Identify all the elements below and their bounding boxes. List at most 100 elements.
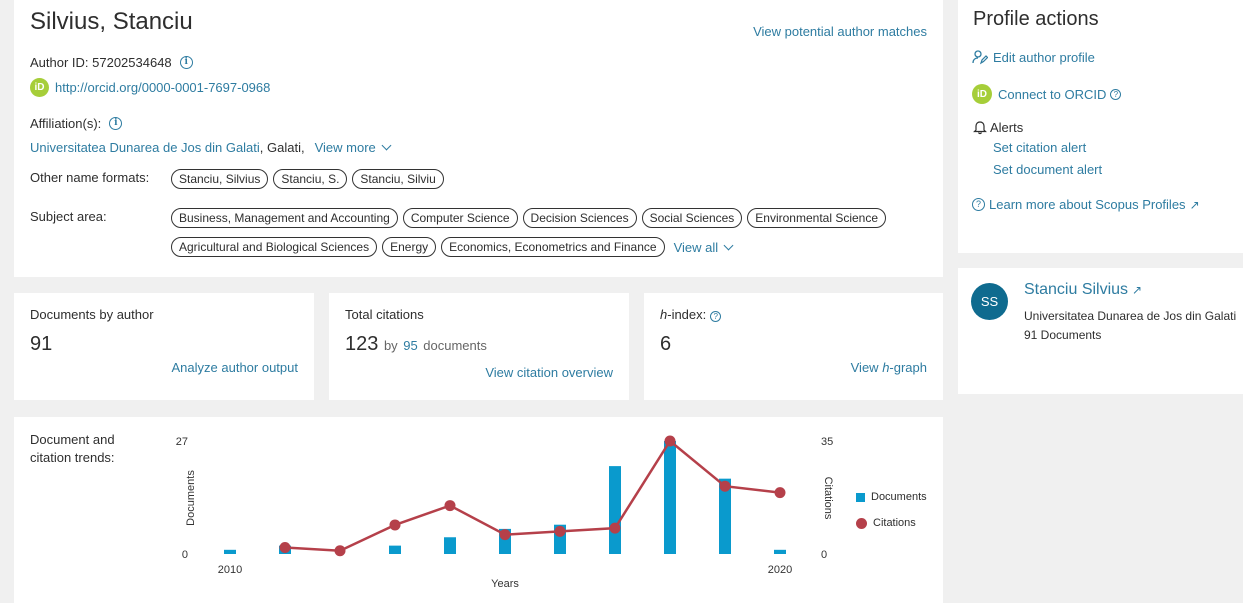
orcid-link[interactable]: http://orcid.org/0000-0001-7697-0968 bbox=[55, 80, 271, 95]
subject-chip: Decision Sciences bbox=[522, 208, 637, 228]
citations-point[interactable] bbox=[279, 542, 291, 554]
set-document-alert-link[interactable]: Set document alert bbox=[993, 162, 1103, 177]
chevron-down-icon bbox=[381, 140, 392, 151]
view-more-affiliations-link[interactable]: View more bbox=[314, 140, 392, 155]
chart-title: Document and citation trends: bbox=[30, 432, 115, 465]
documents-bar[interactable] bbox=[609, 466, 621, 554]
right-axis-tick-label: 0 bbox=[821, 549, 827, 561]
legend-bar-swatch bbox=[856, 492, 865, 502]
citations-metric-card: Total citations 123 by 95 documents View… bbox=[329, 293, 629, 400]
citations-point[interactable] bbox=[719, 480, 731, 492]
author-id: Author ID: 57202534648 bbox=[30, 55, 172, 70]
affiliation-link[interactable]: Universitatea Dunarea de Jos din Galati bbox=[30, 140, 260, 155]
help-icon: ? bbox=[972, 198, 985, 211]
view-all-label: View all bbox=[673, 239, 719, 255]
citations-point[interactable] bbox=[444, 500, 456, 512]
citations-by: by bbox=[383, 338, 398, 353]
author-header-card: Silvius, Stanciu View potential author m… bbox=[14, 0, 943, 277]
citations-line bbox=[284, 439, 781, 553]
orcid-row: iD http://orcid.org/0000-0001-7697-0968 bbox=[30, 78, 270, 97]
documents-bar[interactable] bbox=[719, 478, 731, 554]
hindex-value: 6 bbox=[660, 333, 672, 355]
subject-list-row2: Agricultural and Biological Sciences Ene… bbox=[171, 237, 734, 257]
h-graph-h: h bbox=[882, 360, 890, 375]
subject-chip: Environmental Science bbox=[747, 208, 887, 228]
other-names-list: Stanciu, Silvius Stanciu, S. Stanciu, Si… bbox=[171, 169, 449, 189]
legend-documents[interactable]: Documents bbox=[856, 491, 927, 503]
set-citation-alert-link[interactable]: Set citation alert bbox=[993, 140, 1087, 155]
learn-more-label: Learn more about Scopus Profiles bbox=[989, 197, 1186, 212]
documents-metric-card: Documents by author 91 Analyze author ou… bbox=[14, 293, 314, 400]
other-names-label: Other name formats: bbox=[30, 170, 150, 185]
documents-count: 91 bbox=[30, 333, 53, 355]
left-axis-tick-label: 27 bbox=[176, 436, 188, 448]
right-axis-tick-label: 35 bbox=[821, 436, 833, 448]
documents-title: Documents by author bbox=[30, 307, 154, 322]
edit-author-profile-label: Edit author profile bbox=[993, 49, 1095, 65]
info-icon[interactable]: i bbox=[109, 117, 123, 130]
documents-bar[interactable] bbox=[389, 545, 401, 554]
citations-point[interactable] bbox=[774, 487, 786, 499]
hindex-metric-card: h-index:? 6 View h-graph bbox=[644, 293, 943, 400]
chevron-down-icon bbox=[723, 240, 734, 250]
subject-chip: Economics, Econometrics and Finance bbox=[441, 237, 665, 257]
citations-point[interactable] bbox=[664, 435, 676, 447]
subject-chip: Social Sciences bbox=[641, 208, 743, 228]
citations-title: Total citations bbox=[345, 307, 424, 322]
help-icon[interactable]: ? bbox=[710, 311, 722, 322]
view-citation-overview-link[interactable]: View citation overview bbox=[485, 365, 613, 380]
profile-affiliation: Universitatea Dunarea de Jos din Galati bbox=[1024, 309, 1237, 323]
affiliation-label: Affiliation(s): bbox=[30, 116, 102, 131]
legend-dot-swatch bbox=[856, 517, 867, 529]
external-link-icon: ↗ bbox=[1189, 197, 1200, 212]
subject-chip: Agricultural and Biological Sciences bbox=[171, 237, 378, 257]
info-icon[interactable]: i bbox=[179, 56, 193, 69]
view-all-subjects-link[interactable]: View all bbox=[673, 239, 734, 255]
documents-bar[interactable] bbox=[444, 537, 456, 554]
edit-author-profile-link[interactable]: Edit author profile bbox=[972, 49, 1095, 65]
documents-bar[interactable] bbox=[224, 549, 236, 554]
orcid-icon: iD bbox=[30, 78, 49, 97]
help-icon[interactable]: ? bbox=[1110, 88, 1122, 100]
documents-bar[interactable] bbox=[664, 441, 676, 554]
hindex-title-rest: -index: bbox=[667, 307, 707, 322]
citing-documents-link[interactable]: 95 bbox=[403, 338, 418, 353]
profile-actions-card: Profile actions Edit author profile iD C… bbox=[958, 0, 1243, 253]
profile-actions-title: Profile actions bbox=[973, 8, 1099, 30]
profile-summary-card: SS Stanciu Silvius ↗ Universitatea Dunare… bbox=[958, 268, 1243, 394]
alerts-label: Alerts bbox=[990, 119, 1024, 135]
citations-point[interactable] bbox=[609, 522, 621, 534]
left-axis-tick-label: 0 bbox=[182, 549, 188, 561]
citations-count: 123 bbox=[345, 333, 379, 355]
citations-docs-label: documents bbox=[423, 338, 487, 353]
view-potential-matches-link[interactable]: View potential author matches bbox=[753, 24, 927, 39]
citations-point[interactable] bbox=[389, 519, 401, 531]
legend-documents-label: Documents bbox=[871, 491, 927, 503]
hindex-title: h-index:? bbox=[660, 307, 722, 322]
profile-name-link[interactable]: Stanciu Silvius ↗ bbox=[1024, 281, 1142, 299]
hindex-h: h bbox=[660, 307, 668, 322]
affiliation-row: Universitatea Dunarea de Jos din Galati … bbox=[30, 140, 392, 155]
affiliation-city: , Galati, bbox=[259, 140, 305, 155]
citations-point[interactable] bbox=[499, 529, 511, 541]
right-axis-label: Citations bbox=[822, 477, 834, 520]
documents-bar[interactable] bbox=[774, 549, 786, 554]
learn-more-link[interactable]: ? Learn more about Scopus Profiles ↗ bbox=[972, 197, 1200, 212]
view-h-graph-link[interactable]: View h-graph bbox=[851, 360, 927, 375]
name-format-chip: Stanciu, S. bbox=[273, 169, 348, 189]
legend-citations-label: Citations bbox=[873, 517, 916, 529]
author-name: Silvius, Stanciu bbox=[30, 8, 193, 35]
legend-citations[interactable]: Citations bbox=[856, 517, 916, 529]
alerts-heading: Alerts bbox=[972, 119, 1023, 135]
citations-value-row: 123 by 95 documents bbox=[345, 333, 487, 356]
x-axis-label: Years bbox=[491, 578, 519, 590]
author-id-row: Author ID: 57202534648 i bbox=[30, 55, 193, 70]
subject-chip: Business, Management and Accounting bbox=[171, 208, 398, 228]
analyze-author-output-link[interactable]: Analyze author output bbox=[171, 360, 298, 375]
profile-name: Stanciu Silvius bbox=[1024, 281, 1129, 298]
citations-point[interactable] bbox=[334, 545, 346, 557]
connect-orcid-link[interactable]: iD Connect to ORCID ? bbox=[972, 84, 1122, 104]
citations-point[interactable] bbox=[554, 525, 566, 537]
trends-chart: 0 27 0 35 2010 2020 Years Documents Citations bbox=[176, 435, 834, 590]
view-more-label: View more bbox=[314, 140, 376, 155]
